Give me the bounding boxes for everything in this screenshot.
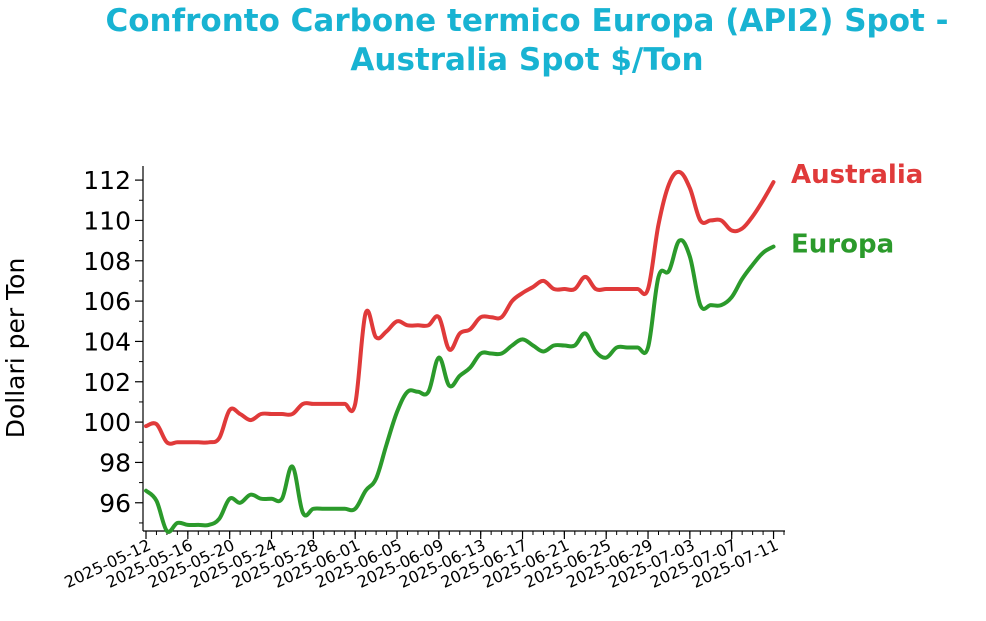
chart-title: Confronto Carbone termico Europa (API2) … <box>105 3 949 78</box>
y-tick-label: 108 <box>83 247 131 276</box>
series-label-australia: Australia <box>791 160 923 190</box>
series-label-europa: Europa <box>791 230 894 260</box>
series-line-europa <box>144 238 776 534</box>
y-tick-label: 96 <box>99 489 131 518</box>
y-tick-label: 112 <box>83 166 131 195</box>
y-tick-label: 98 <box>99 448 131 477</box>
y-tick-label: 104 <box>83 327 131 356</box>
y-tick-label: 100 <box>83 408 131 437</box>
series-line-australia <box>144 169 776 446</box>
y-tick-label: 106 <box>83 287 131 316</box>
series-lines <box>144 169 776 534</box>
y-axis-label: Dollari per Ton <box>1 258 30 439</box>
series-labels: Australia Europa <box>791 160 923 260</box>
y-tick-label: 102 <box>83 368 131 397</box>
axes: 96981001021041061081101122025-05-122025-… <box>61 166 785 592</box>
y-tick-label: 110 <box>83 206 131 235</box>
